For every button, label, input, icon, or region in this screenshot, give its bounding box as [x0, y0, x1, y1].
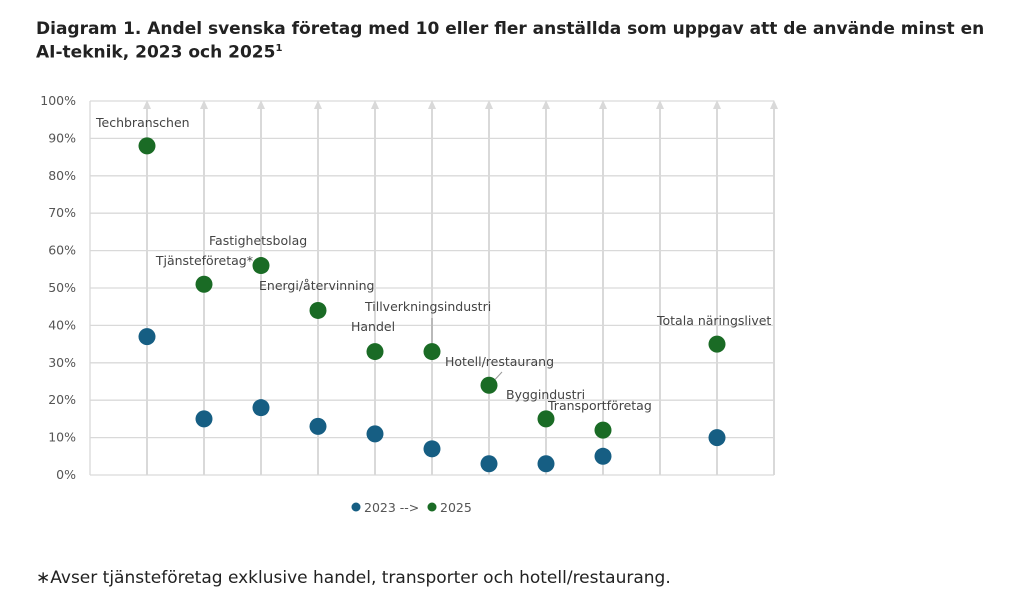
arrow-head-icon: [314, 100, 322, 109]
data-point-2025: [366, 343, 384, 361]
y-tick-label: 20%: [48, 392, 76, 407]
footnote: ∗Avser tjänsteföretag exklusive handel, …: [36, 568, 671, 588]
data-point-2025: [195, 275, 213, 293]
data-point-2023: [252, 399, 270, 417]
data-point-2025: [309, 301, 327, 319]
data-point-2023: [537, 455, 555, 473]
category-label: Energi/återvinning: [259, 278, 375, 293]
category-label: Fastighetsbolag: [209, 233, 307, 248]
legend-marker: [351, 502, 361, 512]
legend-marker: [427, 502, 437, 512]
data-point-2023: [309, 417, 327, 435]
data-point-2025: [594, 421, 612, 439]
title-footnote-mark: 1: [275, 43, 283, 54]
legend-label: 2023 -->: [364, 500, 419, 515]
arrow-head-icon: [713, 100, 721, 109]
data-point-2023: [480, 455, 498, 473]
data-point-2025: [138, 137, 156, 155]
category-label: Handel: [351, 319, 395, 334]
y-tick-label: 30%: [48, 355, 76, 370]
data-point-2025: [708, 335, 726, 353]
category-label: Totala näringslivet: [656, 313, 771, 328]
arrow-head-icon: [200, 100, 208, 109]
category-label: Tjänsteföretag*: [155, 253, 253, 268]
y-tick-label: 80%: [48, 168, 76, 183]
data-point-2025: [423, 343, 441, 361]
arrow-head-icon: [428, 100, 436, 109]
data-point-2023: [594, 447, 612, 465]
arrow-head-icon: [656, 100, 664, 109]
arrow-head-icon: [371, 100, 379, 109]
arrow-head-icon: [485, 100, 493, 109]
data-point-2025: [480, 376, 498, 394]
arrow-head-icon: [770, 100, 778, 109]
chart-title: Diagram 1. Andel svenska företag med 10 …: [36, 20, 996, 63]
legend-label: 2025: [440, 500, 472, 515]
data-point-2023: [195, 410, 213, 428]
category-label: Techbranschen: [95, 115, 190, 130]
y-tick-label: 90%: [48, 130, 76, 145]
data-point-2025: [252, 257, 270, 275]
data-point-2023: [708, 429, 726, 447]
y-tick-label: 10%: [48, 430, 76, 445]
arrow-head-icon: [257, 100, 265, 109]
y-tick-label: 50%: [48, 280, 76, 295]
data-point-2025: [537, 410, 555, 428]
arrow-head-icon: [143, 100, 151, 109]
category-label: Tillverkningsindustri: [364, 299, 491, 314]
data-point-2023: [423, 440, 441, 458]
y-tick-label: 0%: [56, 467, 76, 482]
category-label: Transportföretag: [547, 398, 652, 413]
arrow-head-icon: [599, 100, 607, 109]
data-point-2023: [366, 425, 384, 443]
title-text: Diagram 1. Andel svenska företag med 10 …: [36, 19, 985, 63]
y-tick-label: 100%: [40, 93, 76, 108]
category-label: Hotell/restaurang: [445, 354, 554, 369]
data-point-2023: [138, 328, 156, 346]
y-tick-label: 70%: [48, 205, 76, 220]
arrow-head-icon: [542, 100, 550, 109]
y-tick-label: 60%: [48, 243, 76, 258]
y-tick-label: 40%: [48, 317, 76, 332]
category-label: Byggindustri: [506, 387, 585, 402]
